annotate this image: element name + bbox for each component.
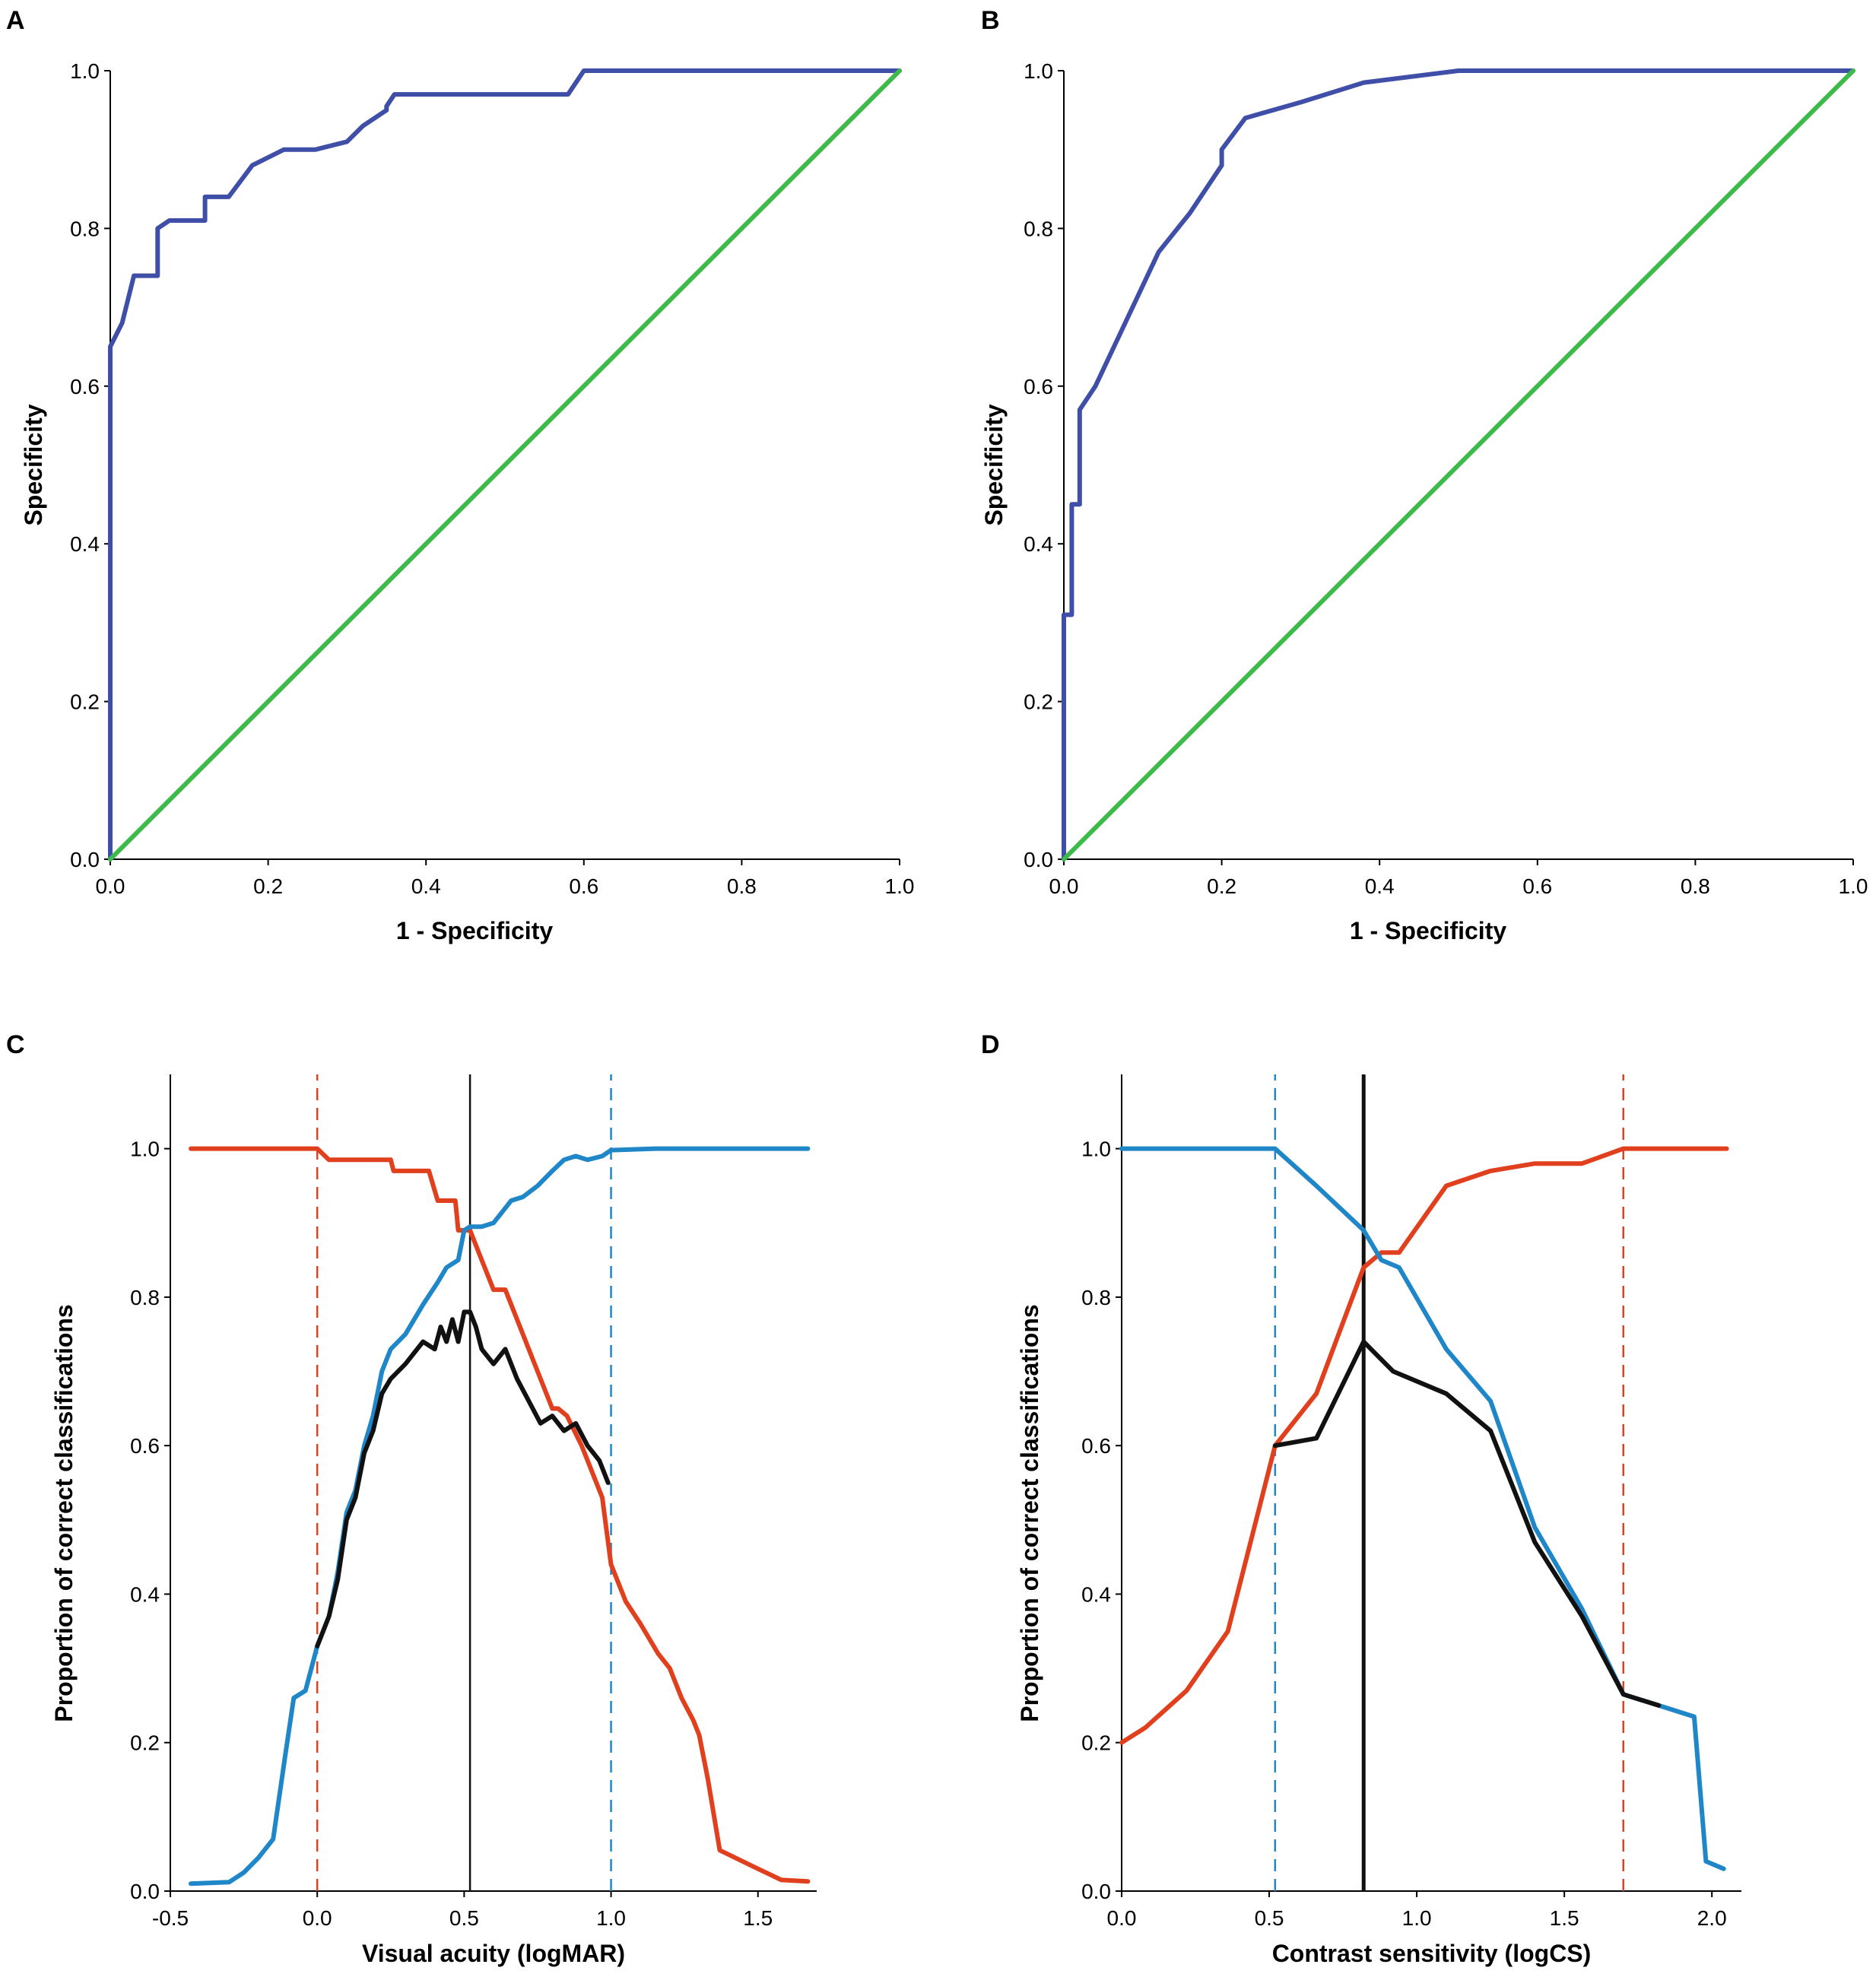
y-tick-label: 0.8 [1024,217,1053,240]
x-tick-label: 0.0 [1107,1906,1137,1930]
x-axis-title: Contrast sensitivity (logCS) [1272,1940,1592,1967]
panel-c: C -0.5 0.0 0.5 1.0 1.5 0.0 0.2 0.4 0.6 0.8 1.0 Visua… [6,1030,817,1967]
x-tick-label: 0.4 [1365,874,1395,898]
y-axis-title: Proportion of correct classifications [50,1304,78,1722]
x-tick-label: 0.2 [253,874,283,898]
series-red-line [189,1146,811,1884]
y-tick-label: 1.0 [130,1138,160,1161]
x-tick-label: 0.8 [727,874,757,898]
series-reference-line-line [1062,68,1855,862]
x-tick-label: 0.5 [1255,1906,1284,1930]
series-reference-line-line [108,68,902,862]
panel-label: B [981,6,1000,35]
series-roc-curve-line [1062,68,1855,862]
y-tick-label: 0.6 [1081,1434,1111,1458]
x-tick-label: 1.5 [1550,1906,1579,1930]
y-axis-title: Proportion of correct classifications [1016,1304,1043,1722]
panel-d: D 0.0 0.5 1.0 1.5 2.0 0.0 0.2 0.4 0.6 0.8 1.0 Contra… [981,1030,1741,1967]
y-tick-label: 0.2 [70,690,100,714]
x-tick-label: 1.5 [743,1906,773,1930]
x-tick-label: 0.8 [1681,874,1710,898]
y-tick-label: 0.6 [130,1434,160,1458]
y-tick-label: 1.0 [1024,59,1053,83]
x-tick-label: -0.5 [152,1906,189,1930]
y-tick-label: 0.4 [70,532,100,556]
y-tick-label: 0.8 [70,217,100,240]
x-tick-label: 1.0 [596,1906,626,1930]
series-blue-line [189,1146,811,1887]
x-tick-label: 1.0 [885,874,915,898]
panel-b: B 0.0 0.2 0.4 0.6 0.8 1.0 0.0 0.2 0.4 0.6 0.8 1.0 1 -… [980,6,1868,944]
y-tick-label: 1.0 [1081,1138,1111,1161]
y-tick-label: 0.4 [1024,532,1053,556]
x-tick-label: 0.4 [411,874,441,898]
x-tick-label: 0.6 [569,874,598,898]
panel-label: D [981,1030,1000,1059]
y-tick-label: 0.4 [130,1582,160,1606]
x-tick-label: 0.5 [449,1906,479,1930]
y-tick-label: 0.2 [1081,1731,1111,1755]
x-axis-title: 1 - Specificity [1350,917,1507,944]
y-axis-title: Specificity [20,404,47,525]
x-tick-label: 0.2 [1207,874,1236,898]
y-tick-label: 0.2 [1024,690,1053,714]
x-tick-label: 1.0 [1839,874,1868,898]
y-tick-label: 0.8 [130,1286,160,1309]
series-black-line [1272,1339,1662,1708]
y-tick-label: 0.6 [70,375,100,398]
x-tick-label: 0.0 [96,874,125,898]
x-axis-title: 1 - Specificity [396,917,554,944]
x-tick-label: 2.0 [1697,1906,1727,1930]
y-axis-title: Specificity [980,404,1008,525]
series-blue-line [1119,1146,1726,1871]
panel-a: A 0.0 0.2 0.4 0.6 0.8 1.0 0.0 0.2 0.4 0.6 0.8 1.0 1 -… [6,6,914,944]
y-tick-label: 0.0 [130,1880,160,1903]
y-tick-label: 0.2 [130,1731,160,1755]
y-tick-label: 0.0 [1024,848,1053,871]
series-red-line [1119,1146,1729,1745]
x-axis-title: Visual acuity (logMAR) [362,1940,625,1967]
x-tick-label: 0.6 [1522,874,1552,898]
y-tick-label: 0.6 [1024,375,1053,398]
series-black-line [315,1309,611,1649]
x-tick-label: 0.0 [303,1906,332,1930]
x-tick-label: 1.0 [1402,1906,1432,1930]
y-tick-label: 0.8 [1081,1286,1111,1309]
y-tick-label: 0.0 [70,848,100,871]
y-tick-label: 0.4 [1081,1582,1111,1606]
y-tick-label: 0.0 [1081,1880,1111,1903]
x-tick-label: 0.0 [1049,874,1079,898]
panel-label: C [6,1030,25,1059]
panel-label: A [6,6,25,35]
series-roc-curve-line [108,68,902,862]
y-tick-label: 1.0 [70,59,100,83]
